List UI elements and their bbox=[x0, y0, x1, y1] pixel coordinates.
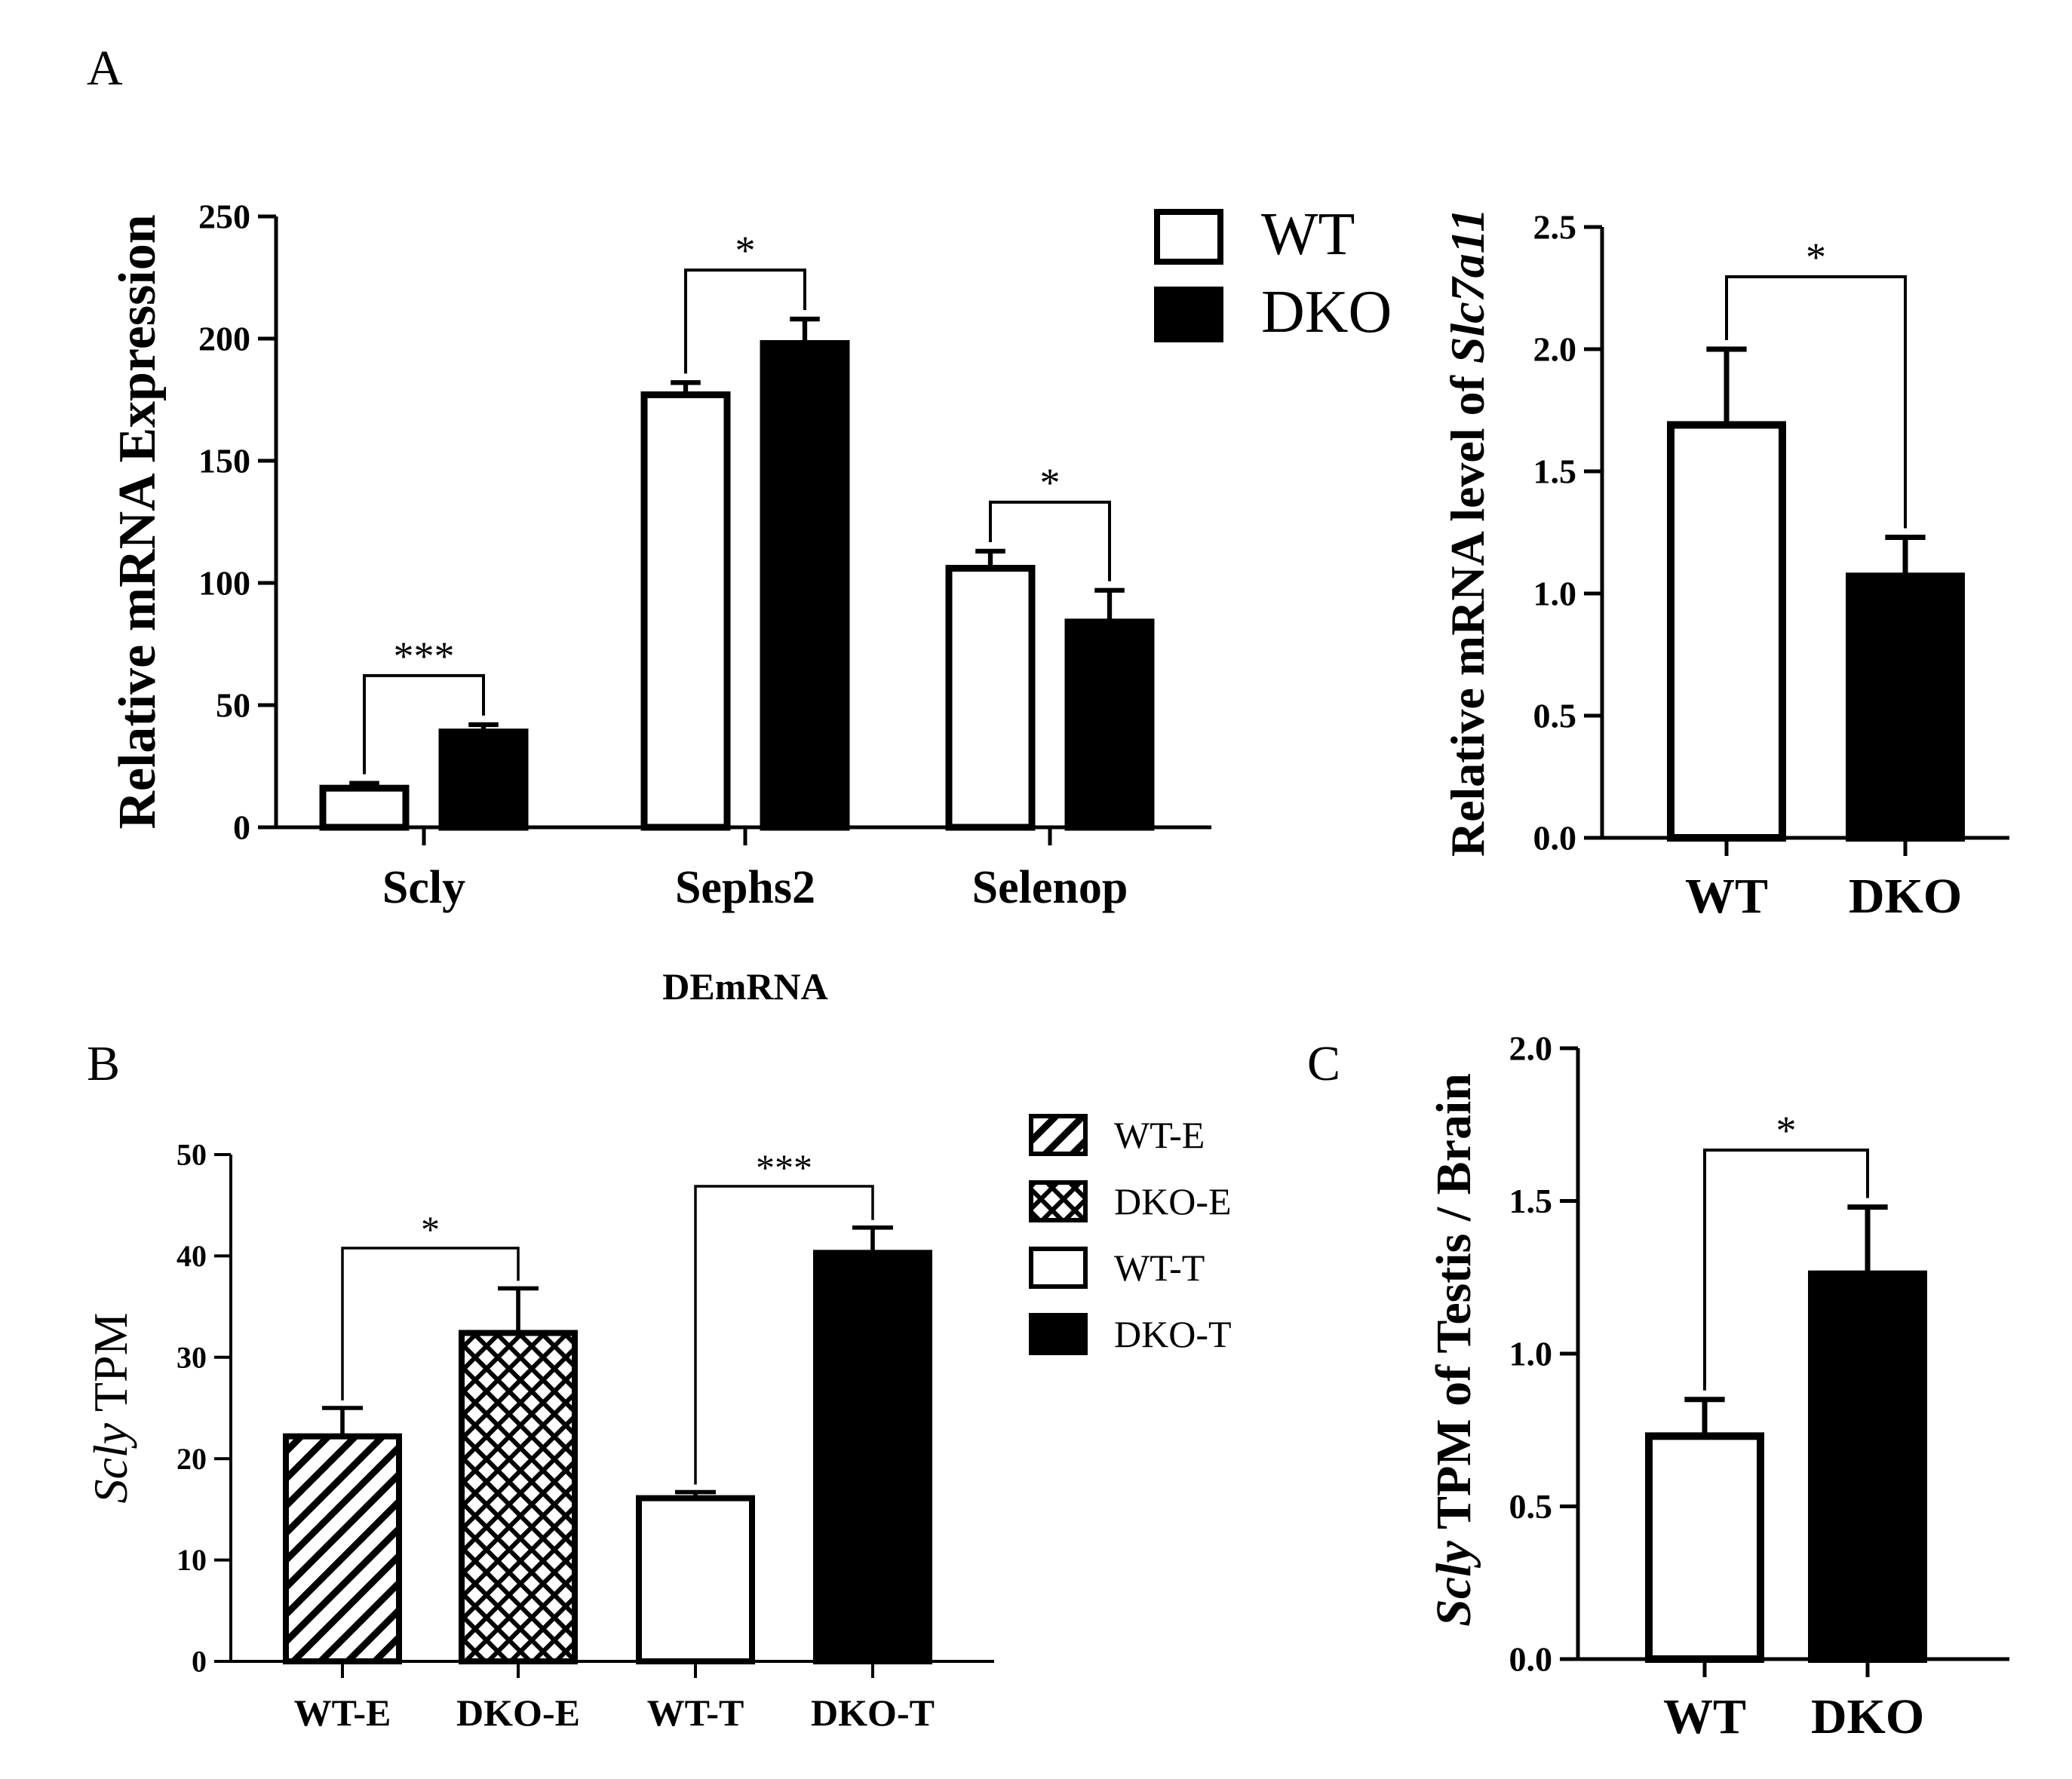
y-tick-label: 10 bbox=[177, 1543, 207, 1577]
y-tick-label: 0 bbox=[233, 808, 250, 847]
y-tick-label: 250 bbox=[198, 198, 250, 236]
bar-dko-scly bbox=[438, 728, 529, 831]
y-axis-title: Relative mRNA level of Slc7a11 bbox=[1441, 208, 1494, 857]
legend-label-dko-e: DKO-E bbox=[1114, 1180, 1232, 1222]
significance-bracket bbox=[341, 1247, 520, 1400]
significance-label: *** bbox=[756, 1146, 812, 1189]
x-tick-label: Selenop bbox=[972, 862, 1128, 913]
significance-bracket bbox=[694, 1185, 874, 1485]
y-axis-title: Relative mRNA Expression bbox=[109, 214, 167, 829]
x-tick-label: DKO bbox=[1849, 869, 1962, 924]
bar-wt-scly bbox=[319, 784, 410, 831]
y-tick-label: 1.5 bbox=[1509, 1182, 1553, 1220]
legend-label-dko-t: DKO-T bbox=[1114, 1313, 1232, 1355]
y-axis-title: Scly TPM bbox=[84, 1312, 137, 1503]
legend-label-dko: DKO bbox=[1261, 279, 1392, 345]
legend-swatch-dko-e bbox=[1029, 1180, 1088, 1222]
bar-dko bbox=[1846, 572, 1965, 842]
x-tick-label: DKO bbox=[1811, 1689, 1924, 1744]
legend-label-wt: WT bbox=[1261, 201, 1355, 268]
y-tick-label: 2.0 bbox=[1533, 330, 1577, 369]
x-tick-label: WT-T bbox=[647, 1692, 744, 1734]
y-tick-label: 0.0 bbox=[1509, 1640, 1553, 1679]
x-tick-label: WT bbox=[1663, 1689, 1746, 1744]
y-tick-label: 1.0 bbox=[1509, 1335, 1553, 1373]
bar-wt-t bbox=[636, 1495, 755, 1664]
bar-dko-t bbox=[813, 1250, 932, 1665]
panel-label-b: B bbox=[87, 1036, 120, 1091]
panel-c-scly-ratio-bar-chart: 0.0 0.5 1.0 1.5 2.0 WT DKO * Scly TPM of Testis … bbox=[1426, 1029, 2009, 1744]
significance-label: * bbox=[1806, 235, 1826, 280]
y-tick-label: 0 bbox=[192, 1645, 207, 1679]
y-tick-label: 0.5 bbox=[1509, 1487, 1553, 1526]
significance-bracket bbox=[1725, 275, 1907, 529]
y-tick-label: 50 bbox=[216, 686, 250, 725]
y-tick-label: 200 bbox=[198, 320, 250, 358]
y-tick-label: 100 bbox=[198, 564, 250, 603]
legend-swatch-wt bbox=[1154, 209, 1223, 265]
significance-label: * bbox=[1776, 1108, 1797, 1153]
significance-label: * bbox=[735, 228, 756, 273]
x-tick-label: WT bbox=[1685, 869, 1768, 924]
significance-bracket bbox=[1703, 1149, 1869, 1391]
y-tick-label: 20 bbox=[177, 1442, 207, 1476]
significance-label: *** bbox=[394, 633, 455, 679]
bar-wt-selenop bbox=[945, 565, 1036, 831]
legend-swatch-dko-t bbox=[1029, 1313, 1088, 1355]
significance-bracket bbox=[684, 268, 806, 374]
bar-dko bbox=[1808, 1270, 1927, 1663]
x-tick-label: DKO-E bbox=[456, 1692, 580, 1734]
bar-wt-e bbox=[283, 1433, 402, 1664]
bar-wt bbox=[1645, 1432, 1764, 1663]
significance-label: * bbox=[1040, 460, 1061, 505]
y-tick-label: 50 bbox=[177, 1138, 207, 1172]
x-axis-title: DEmRNA bbox=[662, 965, 827, 1008]
y-tick-label: 40 bbox=[177, 1239, 207, 1273]
bar-wt-sephs2 bbox=[640, 391, 731, 831]
legend-swatch-wt-t bbox=[1029, 1247, 1088, 1289]
significance-label: * bbox=[421, 1208, 440, 1250]
x-tick-label: WT-E bbox=[294, 1692, 391, 1734]
legend-label-wt-t: WT-T bbox=[1114, 1247, 1205, 1289]
y-tick-label: 2.5 bbox=[1533, 208, 1577, 247]
bar-dko-selenop bbox=[1064, 618, 1155, 831]
panel-label-c: C bbox=[1307, 1036, 1340, 1091]
y-tick-label: 0.0 bbox=[1533, 819, 1577, 857]
legend-label-wt-e: WT-E bbox=[1114, 1114, 1205, 1156]
y-tick-label: 30 bbox=[177, 1340, 207, 1374]
x-tick-label: DKO-T bbox=[811, 1692, 935, 1734]
y-axis-title: Scly TPM of Testis / Brain bbox=[1426, 1073, 1481, 1627]
bar-dko-e bbox=[459, 1330, 578, 1664]
panel-a-slc7a11-bar-chart: 0.0 0.5 1.0 1.5 2.0 2.5 WT DKO * Relative mRNA le… bbox=[1441, 208, 2009, 924]
bar-wt bbox=[1667, 421, 1786, 842]
x-tick-label: Sephs2 bbox=[675, 862, 815, 913]
panel-label-a: A bbox=[87, 41, 123, 96]
y-tick-label: 0.5 bbox=[1533, 697, 1577, 735]
y-tick-label: 1.5 bbox=[1533, 452, 1577, 491]
legend-swatch-dko bbox=[1154, 287, 1223, 342]
y-tick-label: 2.0 bbox=[1509, 1029, 1553, 1068]
x-tick-label: Scly bbox=[382, 862, 465, 913]
significance-bracket bbox=[989, 500, 1111, 581]
y-tick-label: 1.0 bbox=[1533, 575, 1577, 613]
legend-swatch-wt-e bbox=[1029, 1114, 1088, 1156]
bar-dko-sephs2 bbox=[760, 339, 850, 831]
y-tick-label: 150 bbox=[198, 442, 250, 480]
significance-bracket bbox=[363, 673, 485, 774]
